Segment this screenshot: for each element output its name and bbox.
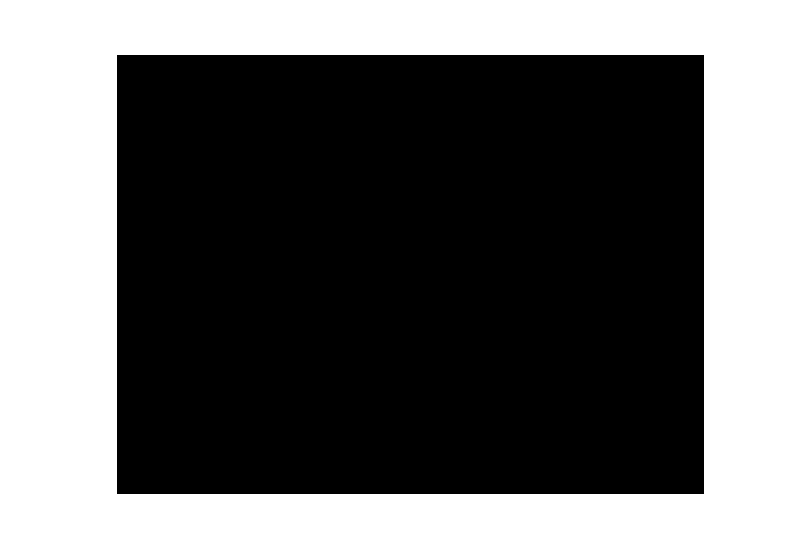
word-cloud-background [117, 55, 704, 494]
